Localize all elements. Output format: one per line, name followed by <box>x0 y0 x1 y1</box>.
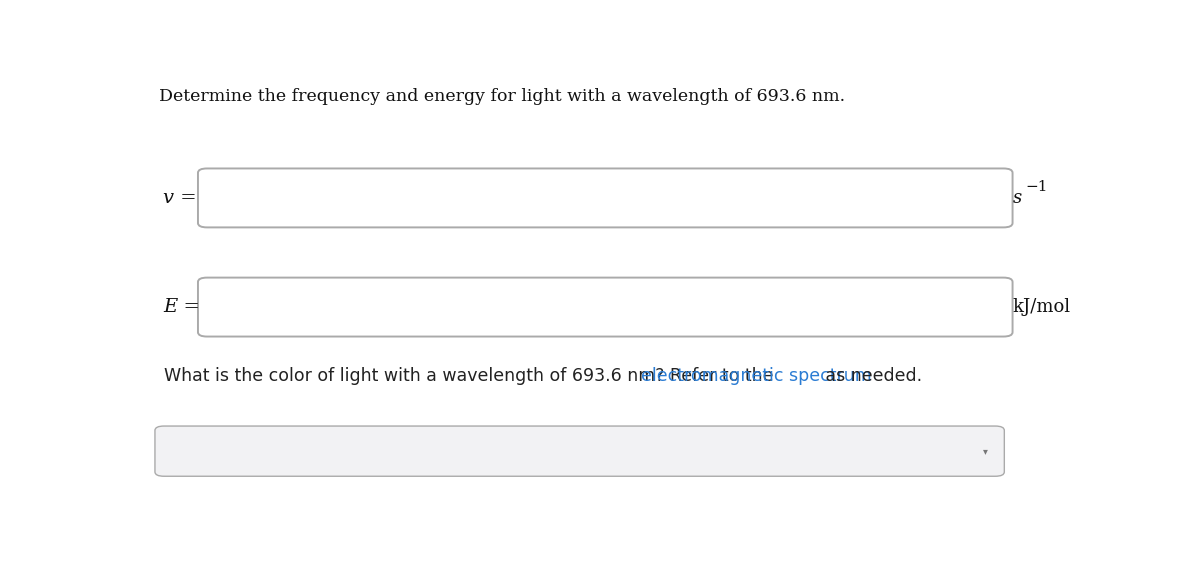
Text: Determine the frequency and energy for light with a wavelength of 693.6 nm.: Determine the frequency and energy for l… <box>158 88 844 105</box>
Text: ▾: ▾ <box>983 446 987 456</box>
Text: What is the color of light with a wavelength of 693.6 nm? Refer to the: What is the color of light with a wavele… <box>164 367 779 385</box>
Text: as needed.: as needed. <box>820 367 921 385</box>
Text: E =: E = <box>163 298 200 316</box>
FancyBboxPatch shape <box>198 278 1012 337</box>
Text: s: s <box>1012 189 1022 207</box>
Text: −1: −1 <box>1025 180 1048 194</box>
Text: electromagnetic spectrum: electromagnetic spectrum <box>641 367 872 385</box>
Text: v =: v = <box>163 189 197 207</box>
Text: kJ/mol: kJ/mol <box>1012 298 1071 316</box>
FancyBboxPatch shape <box>155 426 1004 476</box>
FancyBboxPatch shape <box>198 168 1012 227</box>
